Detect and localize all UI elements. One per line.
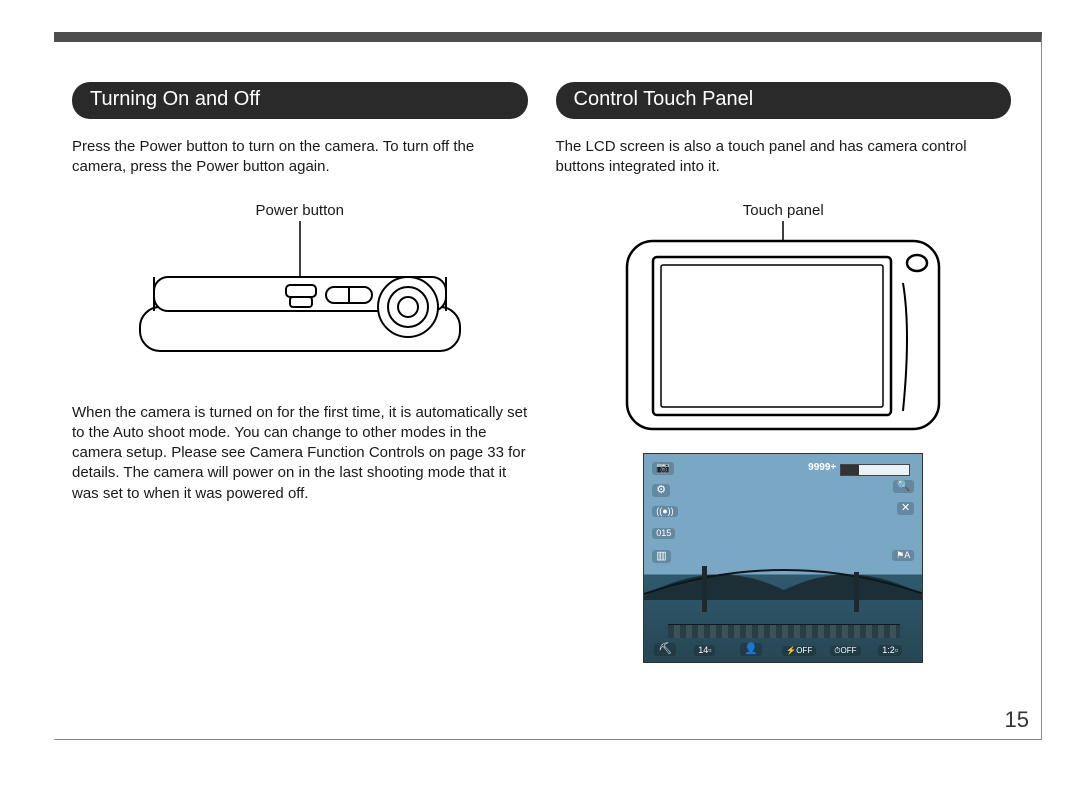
left-intro-text: Press the Power button to turn on the ca… bbox=[72, 137, 528, 178]
power-button-figure: Power button bbox=[72, 194, 528, 381]
flash-off-icon: ⚡OFF bbox=[782, 646, 816, 656]
bridge-silhouette bbox=[644, 566, 923, 600]
camera-top-diagram bbox=[120, 221, 480, 381]
lamp-post bbox=[854, 572, 859, 612]
touch-panel-figure: Touch panel bbox=[556, 194, 1012, 437]
zoom-bar bbox=[840, 464, 910, 476]
left-body-paragraph: When the camera is turned on for the fir… bbox=[72, 403, 528, 504]
timer-badge: 015 bbox=[652, 528, 675, 539]
camera-mode-icon: 📷 bbox=[652, 462, 674, 475]
lcd-preview-screenshot: 📷 ⚙ ((●)) 015 ▥ 9999+ 🔍 ✕ ⚑A ⛏ 14▫ 👤 ⚡OF… bbox=[643, 453, 923, 663]
lamp-post bbox=[702, 566, 707, 612]
right-column: Control Touch Panel The LCD screen is al… bbox=[556, 82, 1012, 715]
selftimer-off-icon: ⏱OFF bbox=[830, 646, 860, 656]
page-frame: Turning On and Off Press the Power butto… bbox=[54, 32, 1042, 740]
section-heading-right: Control Touch Panel bbox=[556, 82, 1012, 119]
touch-panel-caption: Touch panel bbox=[743, 202, 824, 219]
flag-icon: ⚑A bbox=[892, 550, 914, 561]
close-icon: ✕ bbox=[897, 502, 914, 515]
shot-counter: 9999+ bbox=[808, 462, 836, 473]
promenade bbox=[668, 624, 900, 638]
face-icon: 👤 bbox=[740, 643, 762, 656]
page-number: 15 bbox=[1005, 707, 1029, 733]
settings-icon: ⚙ bbox=[652, 484, 670, 497]
resolution-icon: 14▫ bbox=[694, 645, 715, 656]
two-column-layout: Turning On and Off Press the Power butto… bbox=[54, 42, 1041, 739]
menu-icon: ▥ bbox=[652, 550, 670, 563]
section-heading-left: Turning On and Off bbox=[72, 82, 528, 119]
camera-back-diagram bbox=[613, 221, 953, 437]
right-intro-text: The LCD screen is also a touch panel and… bbox=[556, 137, 1012, 178]
aspect-icon: 1:2▫ bbox=[878, 645, 902, 656]
tool-icon: ⛏ bbox=[654, 643, 676, 656]
power-button-caption: Power button bbox=[256, 202, 344, 219]
stabilizer-icon: ((●)) bbox=[652, 506, 677, 517]
left-column: Turning On and Off Press the Power butto… bbox=[72, 82, 528, 715]
zoom-icon: 🔍 bbox=[893, 480, 915, 493]
